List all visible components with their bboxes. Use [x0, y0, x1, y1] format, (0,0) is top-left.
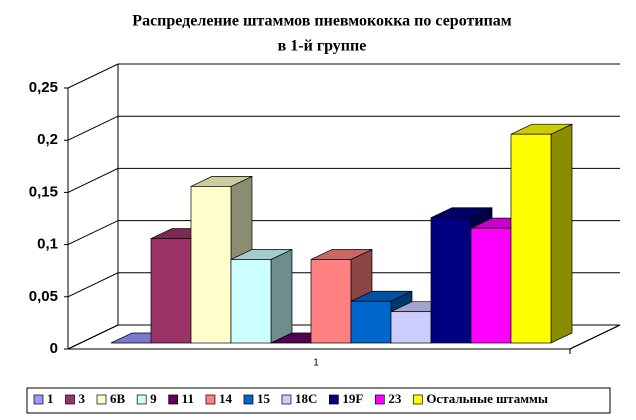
chart-title: Распределение штаммов пневмококка по сер…: [132, 13, 511, 30]
bar: [510, 133, 552, 344]
bar: [350, 300, 392, 344]
bar: [310, 259, 352, 344]
legend-swatch: [281, 394, 292, 405]
bar: [430, 217, 472, 344]
grid-line: [67, 115, 620, 141]
legend-swatch: [412, 394, 423, 405]
bar: [190, 186, 232, 344]
legend-swatch: [374, 394, 385, 405]
bar: [150, 238, 192, 344]
bar: [470, 227, 512, 344]
legend-swatch: [33, 394, 44, 405]
y-tick-label: 0,15: [29, 183, 58, 200]
legend-label: 11: [182, 391, 194, 406]
y-tick-label: 0: [50, 340, 58, 357]
x-axis-side: [569, 324, 621, 350]
bar-side: [270, 248, 293, 344]
legend-label: 19F: [342, 391, 363, 406]
legend-label: 3: [79, 391, 86, 406]
y-tick-label: 0,2: [37, 131, 58, 148]
legend-box: [26, 387, 611, 414]
legend-swatch: [136, 394, 147, 405]
grid-line: [67, 63, 620, 89]
bar: [390, 311, 432, 344]
legend-swatch: [96, 394, 107, 405]
y-tick-label: 0,25: [29, 79, 58, 96]
legend-swatch: [205, 394, 216, 405]
legend-swatch: [65, 394, 75, 405]
legend-label: 18C: [295, 391, 317, 406]
x-tick-label: 1: [313, 358, 319, 369]
legend-label: 23: [388, 391, 402, 406]
y-tick-label: 0,05: [29, 288, 58, 305]
chart-title: в 1-й группе: [278, 38, 367, 55]
legend-label: 6B: [110, 391, 126, 406]
legend-swatch: [168, 394, 179, 405]
legend-label: Остальные штаммы: [426, 391, 548, 406]
legend-swatch: [329, 394, 339, 405]
bar-side: [550, 123, 573, 344]
legend-label: 1: [47, 391, 54, 406]
legend-swatch: [243, 394, 254, 405]
bar: [230, 259, 272, 344]
legend-label: 14: [219, 391, 233, 406]
grid-line: [67, 167, 620, 193]
y-tick-label: 0,1: [37, 236, 58, 253]
legend-label: 9: [150, 391, 157, 406]
legend-label: 15: [257, 391, 271, 406]
